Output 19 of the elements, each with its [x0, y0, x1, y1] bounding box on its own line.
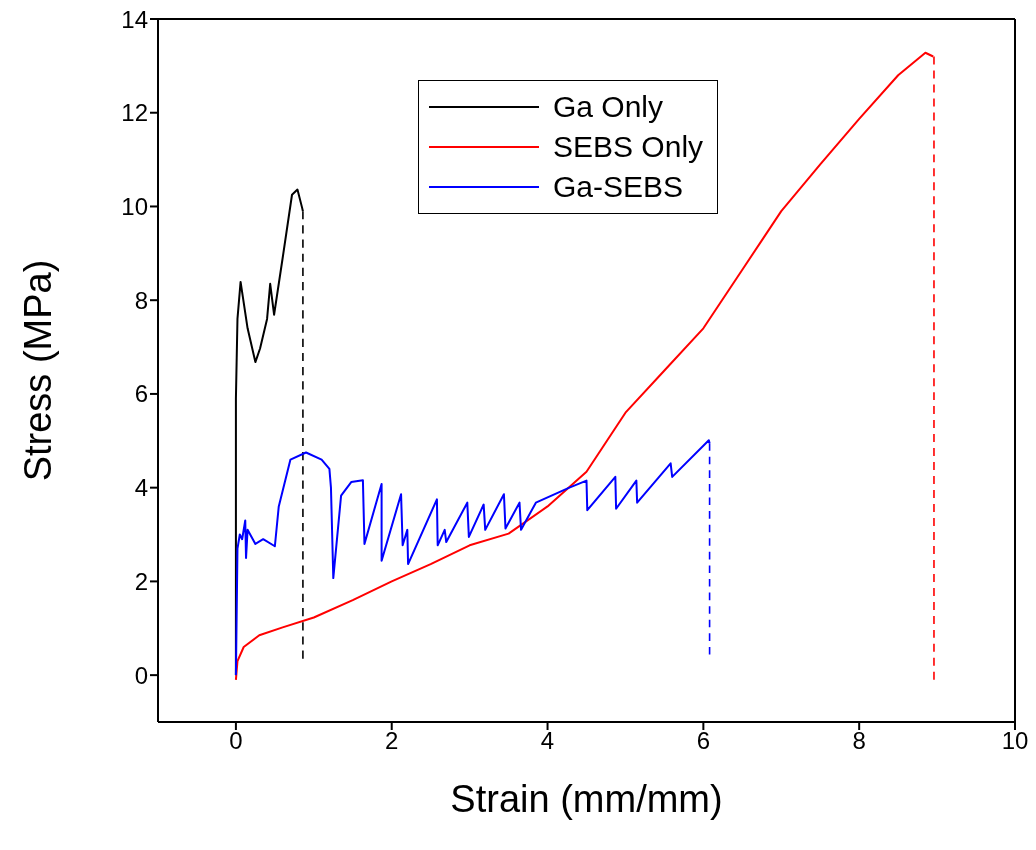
- y-tick-label: 6: [134, 380, 148, 408]
- y-axis-title: Stress (MPa): [17, 259, 60, 482]
- legend-label: Ga Only: [553, 89, 664, 125]
- x-tick-label: 10: [1001, 727, 1029, 755]
- x-tick-label: 8: [852, 727, 866, 755]
- y-tick-label: 14: [121, 5, 148, 33]
- x-tick-label: 2: [385, 727, 399, 755]
- y-tick-label: 2: [134, 567, 148, 595]
- x-tick-label: 4: [540, 727, 555, 755]
- y-tick-label: 12: [121, 99, 148, 127]
- y-tick-label: 8: [134, 286, 148, 314]
- y-tick-label: 10: [121, 192, 148, 220]
- legend-label: SEBS Only: [553, 129, 704, 165]
- y-tick-label: 0: [134, 661, 148, 689]
- x-tick-label: 0: [229, 727, 243, 755]
- x-axis-title: Strain (mm/mm): [450, 778, 723, 820]
- legend-label: Ga-SEBS: [553, 169, 684, 205]
- x-tick-label: 6: [696, 727, 711, 755]
- y-tick-label: 4: [134, 474, 148, 502]
